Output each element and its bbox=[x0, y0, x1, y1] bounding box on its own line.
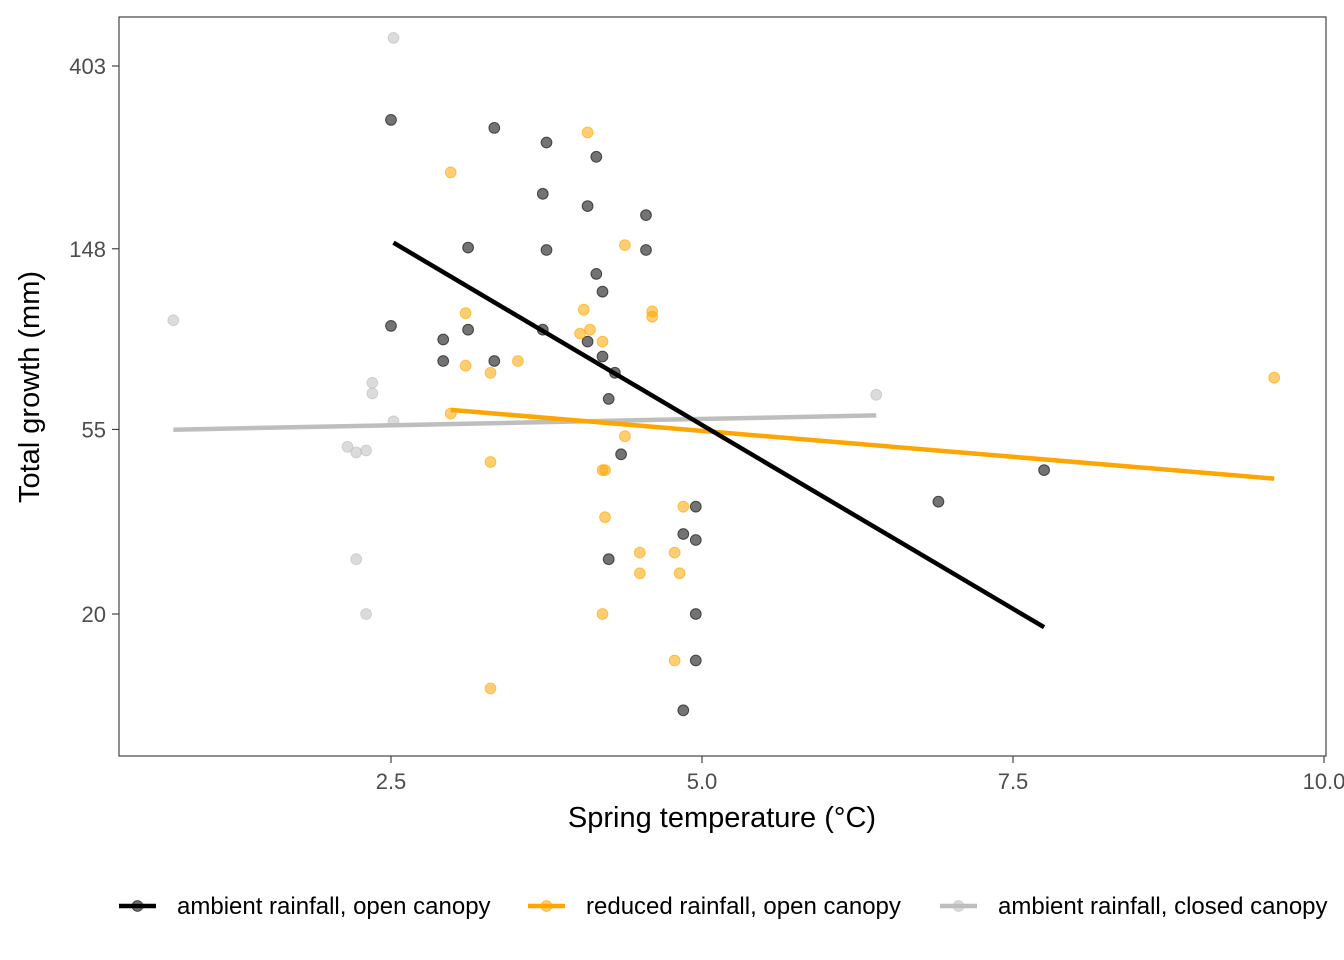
data-point bbox=[599, 464, 611, 477]
data-point bbox=[512, 355, 524, 367]
data-point bbox=[640, 244, 652, 256]
data-point bbox=[360, 608, 373, 620]
data-point bbox=[366, 387, 379, 400]
legend-label: reduced rainfall, open canopy bbox=[586, 893, 901, 920]
x-tick-label: 2.5 bbox=[376, 769, 407, 794]
data-point bbox=[341, 440, 354, 453]
data-point bbox=[484, 456, 497, 468]
data-point bbox=[385, 320, 397, 332]
legend-item: ambient rainfall, closed canopy bbox=[940, 893, 1328, 920]
data-point bbox=[619, 430, 631, 443]
data-point bbox=[668, 654, 681, 667]
data-point bbox=[615, 448, 627, 461]
y-tick-label: 20 bbox=[82, 602, 106, 627]
data-point bbox=[577, 303, 590, 316]
data-point bbox=[462, 323, 475, 336]
data-point bbox=[437, 333, 450, 346]
data-point bbox=[167, 314, 180, 327]
series-points-1 bbox=[444, 126, 1281, 695]
y-axis-title: Total growth (mm) bbox=[14, 271, 46, 503]
data-point bbox=[689, 608, 702, 620]
data-point bbox=[581, 126, 594, 139]
data-point bbox=[599, 511, 611, 524]
data-point bbox=[870, 388, 883, 401]
data-point bbox=[602, 553, 615, 566]
data-point bbox=[462, 241, 475, 254]
data-point bbox=[640, 209, 652, 222]
panel-border bbox=[118, 16, 1327, 757]
x-tick-label: 7.5 bbox=[998, 769, 1029, 794]
data-point bbox=[459, 307, 472, 320]
data-point bbox=[536, 187, 549, 200]
data-point bbox=[596, 350, 609, 363]
data-point bbox=[581, 200, 594, 213]
y-axis: 20 55 148 403 bbox=[69, 54, 119, 627]
trend-line-0 bbox=[392, 240, 1046, 630]
data-point bbox=[581, 335, 594, 348]
panel-background bbox=[119, 17, 1326, 756]
data-point bbox=[1038, 464, 1050, 477]
y-tick-label: 148 bbox=[69, 237, 106, 262]
legend: ambient rainfall, open canopy reduced rai… bbox=[119, 893, 1328, 920]
data-point bbox=[590, 150, 603, 163]
trend-line-2 bbox=[173, 413, 877, 432]
data-point bbox=[677, 500, 690, 513]
points-layer bbox=[167, 32, 1281, 717]
data-point bbox=[366, 376, 379, 389]
data-point bbox=[488, 122, 501, 134]
data-point bbox=[596, 608, 609, 620]
data-point bbox=[932, 495, 945, 508]
data-point bbox=[459, 359, 472, 372]
legend-label: ambient rainfall, open canopy bbox=[177, 893, 491, 920]
data-point bbox=[484, 682, 497, 695]
x-tick-label: 5.0 bbox=[687, 769, 718, 794]
series-points-2 bbox=[167, 32, 883, 620]
data-point bbox=[484, 366, 497, 379]
legend-key-point bbox=[540, 900, 553, 912]
series-points-0 bbox=[385, 114, 1050, 717]
x-tick-label: 10.0 bbox=[1303, 769, 1344, 794]
data-point bbox=[488, 355, 501, 367]
legend-key-point bbox=[952, 900, 965, 912]
data-point bbox=[1268, 371, 1281, 384]
data-point bbox=[677, 704, 690, 717]
data-point bbox=[387, 32, 400, 44]
x-axis-title: Spring temperature (°C) bbox=[568, 802, 876, 834]
data-point bbox=[633, 546, 646, 559]
legend-item: ambient rainfall, open canopy bbox=[119, 893, 491, 920]
data-point bbox=[689, 654, 702, 667]
y-tick-label: 403 bbox=[69, 54, 106, 79]
data-point bbox=[602, 393, 615, 405]
data-point bbox=[540, 136, 553, 149]
legend-label: ambient rainfall, closed canopy bbox=[998, 893, 1328, 920]
data-point bbox=[437, 355, 450, 367]
data-point bbox=[668, 546, 681, 559]
legend-key-point bbox=[131, 900, 144, 912]
data-point bbox=[350, 446, 363, 459]
data-point bbox=[689, 534, 702, 546]
data-point bbox=[677, 528, 690, 540]
trend-lines-layer bbox=[173, 240, 1275, 630]
data-point bbox=[689, 500, 702, 513]
data-point bbox=[633, 567, 646, 580]
data-point bbox=[385, 114, 397, 126]
data-point bbox=[574, 327, 586, 340]
trend-line-1 bbox=[450, 407, 1275, 481]
x-axis: 2.5 5.0 7.5 10.0 bbox=[376, 756, 1344, 794]
data-point bbox=[360, 444, 373, 457]
data-point bbox=[619, 239, 631, 252]
data-point bbox=[590, 268, 603, 280]
data-point bbox=[596, 285, 609, 298]
data-point bbox=[596, 335, 609, 348]
data-point bbox=[646, 310, 659, 323]
data-point bbox=[540, 244, 553, 256]
data-point bbox=[584, 323, 596, 336]
data-point bbox=[350, 553, 363, 566]
y-tick-label: 55 bbox=[82, 417, 106, 442]
data-point bbox=[444, 166, 457, 179]
legend-item: reduced rainfall, open canopy bbox=[528, 893, 901, 920]
data-point bbox=[673, 567, 686, 580]
